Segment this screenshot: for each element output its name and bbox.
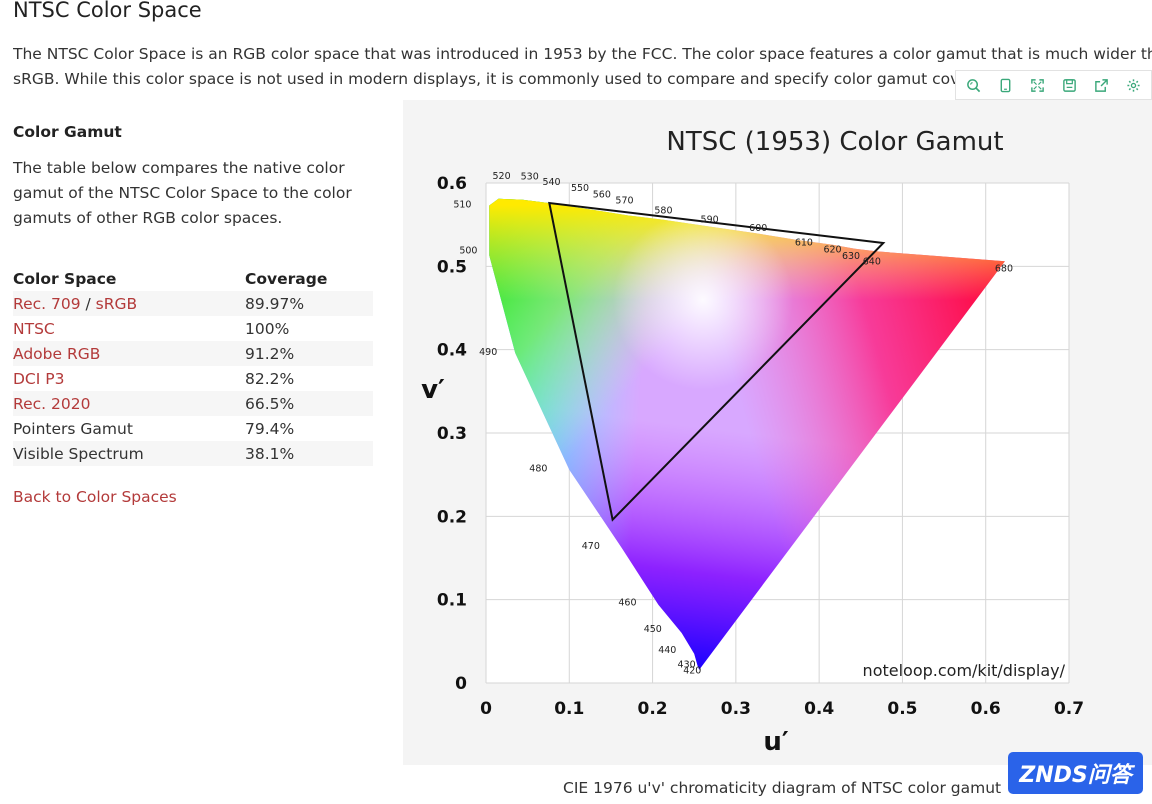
table-row: Rec. 2020 66.5% bbox=[13, 391, 373, 416]
y-tick-label: 0.2 bbox=[437, 507, 467, 527]
page-title: NTSC Color Space bbox=[13, 0, 202, 22]
fullscreen-icon[interactable] bbox=[1025, 73, 1051, 97]
y-axis-label: v′ bbox=[421, 375, 445, 405]
x-tick-label: 0.4 bbox=[804, 699, 834, 719]
column-header-coverage: Coverage bbox=[245, 269, 328, 288]
link-rec2020[interactable]: Rec. 2020 bbox=[13, 394, 91, 413]
wavelength-label-610: 610 bbox=[795, 238, 813, 249]
link-rec709[interactable]: Rec. 709 bbox=[13, 294, 81, 313]
wavelength-label-570: 570 bbox=[615, 196, 633, 207]
x-tick-label: 0.7 bbox=[1054, 699, 1084, 719]
table-row: NTSC 100% bbox=[13, 316, 373, 341]
y-tick-label: 0.3 bbox=[437, 424, 467, 444]
color-gamut-heading: Color Gamut bbox=[13, 123, 122, 141]
x-tick-label: 0.2 bbox=[638, 699, 668, 719]
source-credit: noteloop.com/kit/display/ bbox=[863, 661, 1066, 680]
wavelength-label-590: 590 bbox=[701, 214, 719, 225]
coverage-table: Color Space Coverage Rec. 709 / sRGB 89.… bbox=[13, 266, 373, 466]
link-dci-p3[interactable]: DCI P3 bbox=[13, 369, 65, 388]
column-header-color-space: Color Space bbox=[13, 269, 117, 288]
coverage-cell: 82.2% bbox=[245, 369, 295, 388]
x-tick-label: 0.1 bbox=[554, 699, 584, 719]
wavelength-label-630: 630 bbox=[842, 251, 860, 262]
share-icon[interactable] bbox=[1088, 73, 1114, 97]
coverage-cell: 66.5% bbox=[245, 394, 295, 413]
coverage-cell: 79.4% bbox=[245, 419, 295, 438]
wavelength-label-600: 600 bbox=[749, 223, 767, 234]
coverage-cell: 38.1% bbox=[245, 444, 295, 463]
wavelength-label-520: 520 bbox=[492, 171, 510, 182]
coverage-cell: 91.2% bbox=[245, 344, 295, 363]
x-axis-label: u′ bbox=[763, 727, 789, 757]
table-row: Adobe RGB 91.2% bbox=[13, 341, 373, 366]
back-to-color-spaces-link[interactable]: Back to Color Spaces bbox=[13, 488, 177, 506]
table-row: Rec. 709 / sRGB 89.97% bbox=[13, 291, 373, 316]
save-icon[interactable] bbox=[1056, 73, 1082, 97]
x-tick-label: 0.5 bbox=[887, 699, 917, 719]
color-space-cell: Visible Spectrum bbox=[13, 444, 144, 463]
link-ntsc[interactable]: NTSC bbox=[13, 319, 55, 338]
link-srgb[interactable]: sRGB bbox=[95, 294, 138, 313]
chart-title: NTSC (1953) Color Gamut bbox=[666, 127, 1003, 157]
wavelength-label-420: 420 bbox=[683, 666, 701, 677]
x-tick-label: 0.3 bbox=[721, 699, 751, 719]
color-space-cell: Pointers Gamut bbox=[13, 419, 133, 438]
znds-watermark-logo: ZNDS问答 bbox=[1008, 752, 1143, 794]
chromaticity-figure[interactable]: 420 430 440 450 460 470 480 490 500 510 520 530 540 5… bbox=[403, 100, 1152, 765]
wavelength-label-470: 470 bbox=[582, 541, 600, 552]
settings-gear-icon[interactable] bbox=[1120, 73, 1146, 97]
color-space-cell: Rec. 709 / sRGB bbox=[13, 291, 245, 316]
color-gamut-description: The table below compares the native colo… bbox=[13, 159, 352, 227]
wavelength-label-440: 440 bbox=[658, 645, 676, 656]
image-toolbar bbox=[955, 70, 1152, 100]
table-row: Pointers Gamut 79.4% bbox=[13, 416, 373, 441]
wavelength-label-430: 430 bbox=[678, 660, 696, 671]
search-zoom-icon[interactable] bbox=[961, 73, 987, 97]
wavelength-label-530: 530 bbox=[521, 172, 539, 183]
y-tick-label: 0 bbox=[455, 674, 467, 694]
color-space-cell: DCI P3 bbox=[13, 366, 245, 391]
wavelength-label-550: 550 bbox=[571, 183, 589, 194]
figure-caption: CIE 1976 u'v' chromaticity diagram of NT… bbox=[563, 779, 1002, 797]
ntsc-gamut-triangle bbox=[548, 201, 886, 522]
wavelength-label-460: 460 bbox=[618, 598, 636, 609]
intro-paragraph: The NTSC Color Space is an RGB color spa… bbox=[13, 42, 1152, 92]
wavelength-label-500: 500 bbox=[459, 246, 477, 257]
x-tick-label: 0 bbox=[480, 699, 492, 719]
wavelength-label-560: 560 bbox=[593, 189, 611, 200]
tablet-icon[interactable] bbox=[993, 73, 1019, 97]
intro-line-2: sRGB. While this color space is not used… bbox=[13, 70, 985, 88]
coverage-cell: 100% bbox=[245, 319, 290, 338]
link-adobe-rgb[interactable]: Adobe RGB bbox=[13, 344, 101, 363]
x-tick-label: 0.6 bbox=[971, 699, 1001, 719]
table-header-row: Color Space Coverage bbox=[13, 266, 373, 291]
wavelength-label-450: 450 bbox=[644, 624, 662, 635]
wavelength-label-510: 510 bbox=[453, 200, 471, 211]
color-space-cell: Rec. 2020 bbox=[13, 391, 245, 416]
y-tick-label: 0.5 bbox=[437, 257, 467, 277]
axis-ticks: 0 0.1 0.2 0.3 0.4 0.5 0.6 0.7 0 0.1 0.2 0.3 0.4 0.5 0.… bbox=[437, 174, 1084, 719]
wavelength-label-640: 640 bbox=[863, 256, 881, 267]
y-tick-label: 0.6 bbox=[437, 174, 467, 194]
coverage-cell: 89.97% bbox=[245, 294, 305, 313]
wavelength-label-680: 680 bbox=[995, 263, 1013, 274]
wavelength-label-480: 480 bbox=[529, 464, 547, 475]
ntsc-triangle bbox=[548, 201, 886, 522]
wavelength-label-540: 540 bbox=[542, 177, 560, 188]
color-space-cell: NTSC bbox=[13, 316, 245, 341]
table-row: Visible Spectrum 38.1% bbox=[13, 441, 373, 466]
table-row: DCI P3 82.2% bbox=[13, 366, 373, 391]
intro-line-1: The NTSC Color Space is an RGB color spa… bbox=[13, 45, 1152, 63]
y-tick-label: 0.1 bbox=[437, 591, 467, 611]
y-tick-label: 0.4 bbox=[437, 341, 467, 361]
color-space-cell: Adobe RGB bbox=[13, 341, 245, 366]
wavelength-label-490: 490 bbox=[479, 347, 497, 358]
wavelength-label-620: 620 bbox=[823, 245, 841, 256]
wavelength-label-580: 580 bbox=[654, 206, 672, 217]
link-separator: / bbox=[80, 294, 96, 313]
